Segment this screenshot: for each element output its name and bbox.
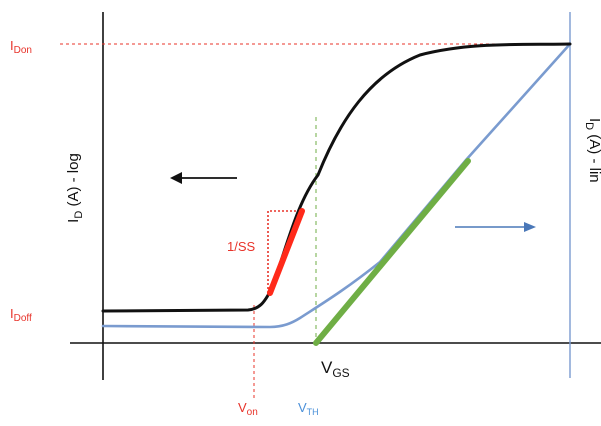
arrow-right-icon [455, 222, 536, 232]
linear-id-curve [101, 42, 572, 329]
subthreshold-slope-line [267, 208, 305, 296]
arrow-left-icon [170, 172, 237, 184]
idon-label: IDon [10, 38, 32, 56]
right-axis-title: ID (A) - lin [583, 118, 601, 183]
vgs-label: VGS [321, 358, 350, 380]
von-label: Von [238, 400, 258, 418]
ss-label: 1/SS [227, 239, 256, 254]
left-axis-title: ID (A) - log [65, 153, 85, 223]
ss-triangle [267, 210, 302, 293]
idoff-label: IDoff [10, 306, 32, 324]
vth-label: VTH [298, 400, 319, 417]
linear-extrapolation-line [313, 158, 471, 346]
